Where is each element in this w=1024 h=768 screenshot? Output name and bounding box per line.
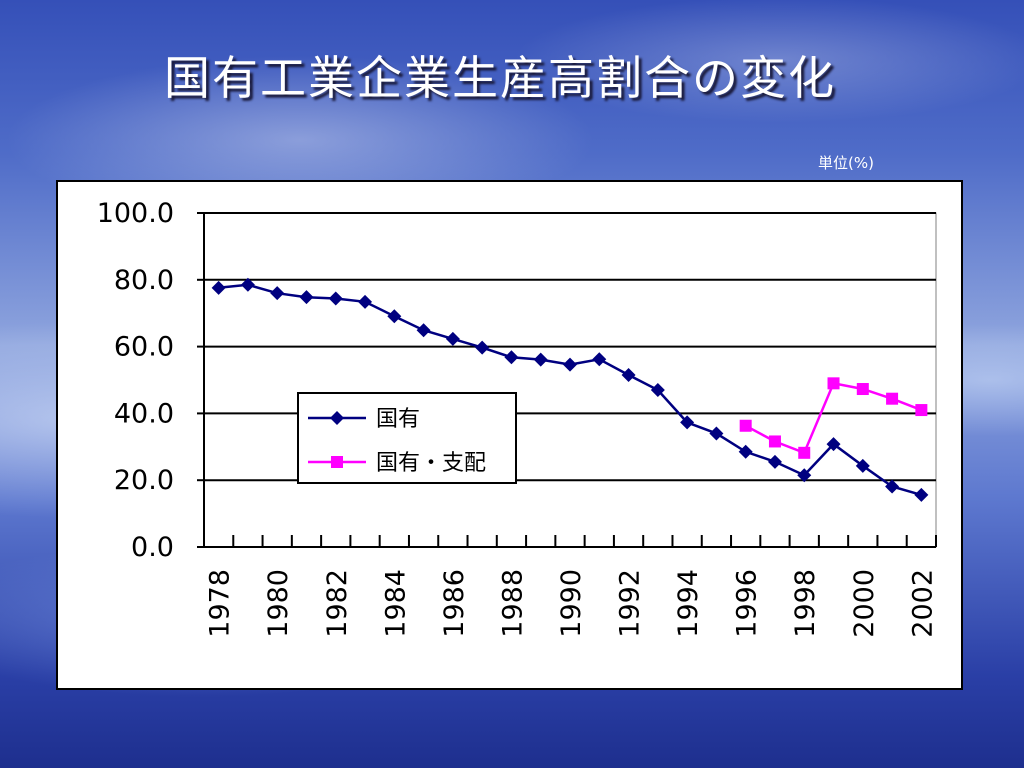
- y-tick-label: 60.0: [114, 332, 174, 363]
- legend-marker-2: [331, 456, 343, 468]
- x-tick-label: 1980: [263, 569, 294, 638]
- data-point-1: [328, 291, 343, 306]
- data-point-1: [504, 350, 519, 365]
- data-point-1: [416, 323, 431, 338]
- data-point-1: [680, 415, 695, 430]
- data-point-1: [387, 309, 402, 324]
- data-point-1: [211, 280, 226, 295]
- data-point-1: [621, 367, 636, 382]
- data-point-2: [915, 404, 928, 417]
- data-point-1: [533, 352, 548, 367]
- data-point-1: [592, 352, 607, 367]
- data-point-1: [885, 479, 900, 494]
- data-point-2: [886, 392, 899, 405]
- data-point-2: [798, 446, 811, 459]
- data-point-1: [738, 444, 753, 459]
- x-tick-label: 1998: [790, 569, 821, 638]
- data-point-2: [739, 419, 752, 432]
- data-point-2: [827, 377, 840, 390]
- x-tick-label: 1996: [732, 569, 763, 638]
- y-tick-label: 40.0: [114, 398, 174, 429]
- y-tick-label: 80.0: [114, 265, 174, 296]
- x-tick-label: 1990: [556, 569, 587, 638]
- legend-label-2: 国有・支配: [376, 451, 486, 476]
- y-tick-label: 100.0: [97, 198, 174, 229]
- legend-marker-1: [330, 411, 344, 425]
- x-tick-label: 1986: [439, 569, 470, 638]
- data-point-2: [856, 383, 869, 396]
- data-point-1: [855, 458, 870, 473]
- x-tick-label: 2000: [849, 569, 880, 638]
- line-chart: 0.0 20.0 40.0 60.0 80.0 100.0 1978 1980 1982 1984…: [97, 198, 939, 638]
- data-point-1: [563, 357, 577, 372]
- x-tick-label: 1992: [615, 569, 646, 638]
- x-tick-label: 1994: [673, 569, 704, 638]
- data-point-1: [299, 290, 314, 305]
- data-point-2: [768, 435, 781, 448]
- data-point-1: [475, 340, 490, 355]
- data-point-1: [709, 426, 724, 441]
- y-tick-label: 20.0: [114, 465, 174, 496]
- data-point-1: [797, 468, 812, 483]
- plot-area: [203, 212, 937, 548]
- data-point-1: [650, 383, 665, 398]
- chart-panel: 0.0 20.0 40.0 60.0 80.0 100.0 1978 1980 1982 1984…: [56, 180, 963, 690]
- x-tick-label: 1984: [380, 569, 411, 638]
- x-tick-label: 1982: [322, 569, 353, 638]
- slide-title: 国有工業企業生産高割合の変化: [164, 51, 836, 105]
- x-tick-label: 1988: [497, 569, 528, 638]
- data-point-1: [767, 454, 782, 469]
- legend-label-1: 国有: [376, 407, 420, 432]
- unit-note: 単位(%): [818, 154, 874, 172]
- data-point-1: [270, 286, 285, 301]
- x-tick-label: 1978: [205, 569, 236, 638]
- data-point-1: [358, 294, 373, 309]
- y-tick-label: 0.0: [131, 532, 174, 563]
- x-tick-label: 2002: [907, 569, 938, 638]
- data-point-1: [826, 437, 841, 452]
- data-point-1: [914, 487, 929, 502]
- data-point-1: [240, 277, 255, 292]
- data-point-1: [445, 331, 460, 346]
